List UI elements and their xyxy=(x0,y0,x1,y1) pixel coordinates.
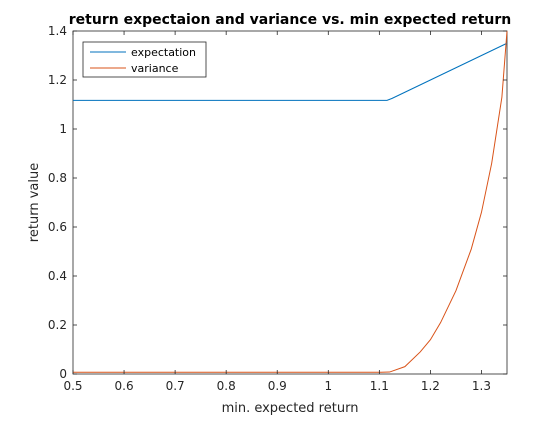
y-tick-label: 1 xyxy=(59,122,67,136)
x-tick-label: 1 xyxy=(324,379,332,393)
x-tick-label: 0.9 xyxy=(268,379,287,393)
x-tick-label: 1.1 xyxy=(370,379,389,393)
y-tick-label: 0.4 xyxy=(48,269,67,283)
ticks-layer: 0.5 0.6 0.7 0.8 0.9 1 1.1 1.2 1.3 0 0.2 0.4 0.6 0.8 1 1… xyxy=(48,24,507,393)
y-axis-title: return value xyxy=(27,163,42,242)
y-tick-label: 0 xyxy=(59,367,67,381)
x-tick-label: 1.2 xyxy=(421,379,440,393)
x-tick-label: 0.6 xyxy=(115,379,134,393)
x-tick-label: 0.7 xyxy=(166,379,185,393)
series-line-variance xyxy=(73,30,508,373)
legend-label-expectation: expectation xyxy=(131,46,196,59)
y-tick-label: 0.2 xyxy=(48,318,67,332)
series-line-expectation xyxy=(73,42,508,101)
x-tick-label: 1.3 xyxy=(472,379,491,393)
legend-box xyxy=(82,41,207,78)
x-tick-label: 0.8 xyxy=(217,379,236,393)
series-layer xyxy=(73,30,508,373)
y-tick-label: 0.6 xyxy=(48,220,67,234)
y-tick-label: 1.2 xyxy=(48,73,67,87)
y-tick-label: 1.4 xyxy=(48,24,67,38)
x-axis-title: min. expected return xyxy=(222,401,359,416)
legend-label-variance: variance xyxy=(131,62,179,75)
chart-title: return expectaion and variance vs. min e… xyxy=(69,12,511,28)
plot-area: 0.5 0.6 0.7 0.8 0.9 1 1.1 1.2 1.3 0 0.2 0.4 0.6 0.8 1 1… xyxy=(48,24,508,393)
y-tick-label: 0.8 xyxy=(48,171,67,185)
axes-box xyxy=(72,30,508,375)
legend: expectation variance xyxy=(82,41,207,78)
x-tick-label: 0.5 xyxy=(63,379,82,393)
